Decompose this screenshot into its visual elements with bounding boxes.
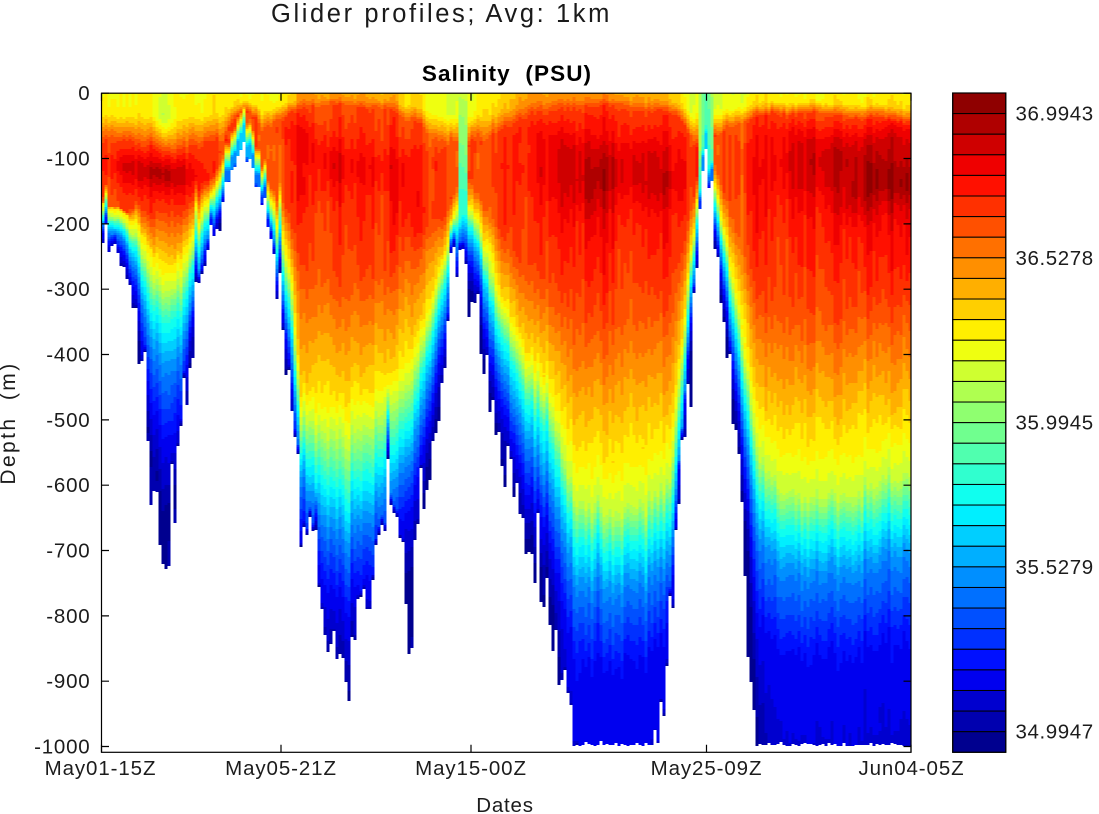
svg-text:May05-21Z: May05-21Z	[225, 757, 337, 780]
svg-text:35.9945: 35.9945	[1016, 412, 1094, 435]
svg-text:36.9943: 36.9943	[1016, 103, 1094, 126]
svg-text:-800: -800	[46, 605, 90, 628]
svg-text:-600: -600	[46, 474, 90, 497]
svg-text:-1000: -1000	[34, 736, 90, 759]
svg-text:36.5278: 36.5278	[1016, 247, 1094, 270]
svg-text:-400: -400	[46, 344, 90, 367]
svg-text:May01-15Z: May01-15Z	[45, 757, 157, 780]
svg-text:-300: -300	[46, 278, 90, 301]
svg-text:-700: -700	[46, 540, 90, 563]
svg-text:Salinity (PSU): Salinity (PSU)	[422, 61, 592, 86]
svg-text:Jun04-05Z: Jun04-05Z	[858, 757, 964, 780]
svg-text:May15-00Z: May15-00Z	[415, 757, 527, 780]
svg-text:Glider profiles; Avg: 1km: Glider profiles; Avg: 1km	[271, 0, 612, 28]
svg-text:-100: -100	[46, 148, 90, 171]
svg-text:34.9947: 34.9947	[1016, 721, 1094, 744]
svg-text:-500: -500	[46, 409, 90, 432]
svg-text:-200: -200	[46, 213, 90, 236]
svg-text:0: 0	[78, 82, 90, 105]
svg-text:35.5279: 35.5279	[1016, 556, 1094, 579]
svg-text:May25-09Z: May25-09Z	[651, 757, 763, 780]
svg-text:Dates: Dates	[476, 794, 534, 814]
svg-text:-900: -900	[46, 670, 90, 693]
svg-text:Depth (m): Depth (m)	[0, 361, 20, 484]
